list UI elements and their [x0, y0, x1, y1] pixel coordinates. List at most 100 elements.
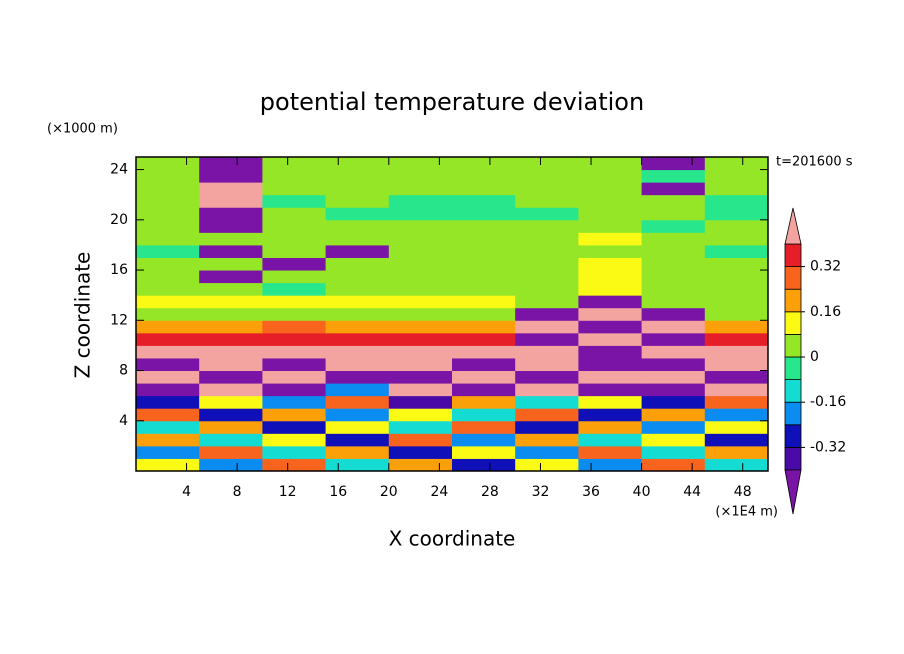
field-cell: [452, 458, 516, 472]
field-cell: [199, 257, 263, 271]
field-cell: [136, 157, 200, 171]
field-cell: [515, 320, 579, 334]
colorbar-segment: [784, 266, 802, 290]
field-cell: [641, 357, 706, 372]
field-cell: [325, 257, 390, 271]
field-cell: [704, 207, 769, 221]
field-cell: [199, 295, 263, 309]
field-cell: [325, 244, 390, 258]
field-cell: [136, 194, 200, 208]
field-cell: [704, 182, 769, 196]
y-tick-label: 4: [119, 413, 128, 429]
field-cell: [452, 207, 516, 221]
field-cell: [578, 169, 643, 183]
field-cell: [388, 445, 453, 459]
field-cell: [704, 219, 769, 233]
field-cell: [325, 295, 390, 309]
field-cell: [199, 433, 263, 447]
field-cell: [578, 207, 643, 221]
field-cell: [262, 207, 327, 221]
field-cell: [641, 182, 706, 196]
field-cell: [452, 307, 516, 321]
field-cell: [515, 420, 579, 434]
field-cell: [262, 395, 327, 409]
field-cell: [136, 207, 200, 221]
field-cell: [388, 332, 453, 346]
chart-title: potential temperature deviation: [260, 88, 644, 116]
field-cell: [199, 332, 263, 346]
field-cell: [388, 169, 453, 183]
field-cell: [704, 357, 769, 372]
colorbar-segment: [784, 333, 802, 358]
field-cell: [199, 383, 263, 397]
y-axis-label: Z coordinate: [71, 252, 95, 379]
field-cell: [262, 270, 327, 284]
field-cell: [262, 445, 327, 459]
field-cell: [388, 395, 453, 409]
field-cell: [641, 395, 706, 409]
field-cell: [262, 307, 327, 321]
field-cell: [452, 383, 516, 397]
field-cell: [136, 257, 200, 271]
field-cell: [388, 357, 453, 372]
plot-frame: [135, 156, 769, 472]
field-cell: [578, 395, 643, 409]
colorbar-segment: [784, 356, 802, 381]
field-cell: [325, 345, 390, 359]
field-cell: [452, 270, 516, 284]
field-cell: [515, 458, 579, 472]
x-tick-label: 40: [633, 484, 651, 500]
field-cell: [578, 408, 643, 422]
field-cell: [515, 408, 579, 422]
field-cell: [515, 445, 579, 459]
field-cell: [199, 307, 263, 321]
field-cell: [704, 332, 769, 346]
x-tick-label: 24: [430, 484, 448, 500]
field-cell: [452, 320, 516, 334]
field-cell: [641, 232, 706, 246]
field-cell: [388, 232, 453, 246]
field-cell: [641, 207, 706, 221]
field-cell: [578, 157, 643, 171]
field-cell: [262, 420, 327, 434]
field-cell: [578, 282, 643, 296]
field-cell: [325, 395, 390, 409]
field-cell: [641, 169, 706, 183]
field-cell: [136, 370, 200, 384]
field-cell: [325, 307, 390, 321]
field-cell: [388, 270, 453, 284]
field-cell: [452, 357, 516, 372]
field-cell: [136, 232, 200, 246]
field-cell: [388, 244, 453, 258]
field-cell: [388, 408, 453, 422]
field-cell: [452, 445, 516, 459]
field-cell: [136, 345, 200, 359]
field-cell: [136, 395, 200, 409]
field-cell: [325, 458, 390, 472]
field-cell: [515, 370, 579, 384]
field-cell: [388, 370, 453, 384]
field-cell: [262, 370, 327, 384]
field-cell: [641, 383, 706, 397]
field-cell: [452, 257, 516, 271]
field-cell: [325, 219, 390, 233]
field-cell: [641, 194, 706, 208]
field-cell: [325, 157, 390, 171]
annotation: t=201600 s: [776, 155, 853, 170]
field-cell: [641, 345, 706, 359]
field-cell: [199, 408, 263, 422]
field-cell: [199, 420, 263, 434]
field-cell: [325, 282, 390, 296]
field-cell: [515, 357, 579, 372]
field-cell: [515, 345, 579, 359]
field-cell: [388, 257, 453, 271]
field-cell: [452, 420, 516, 434]
field-cell: [199, 345, 263, 359]
field-cell: [452, 295, 516, 309]
colorbar-segment: [784, 446, 802, 471]
field-cell: [136, 408, 200, 422]
field-cell: [704, 169, 769, 183]
field-cell: [452, 408, 516, 422]
field-cell: [262, 244, 327, 258]
field-cell: [199, 445, 263, 459]
